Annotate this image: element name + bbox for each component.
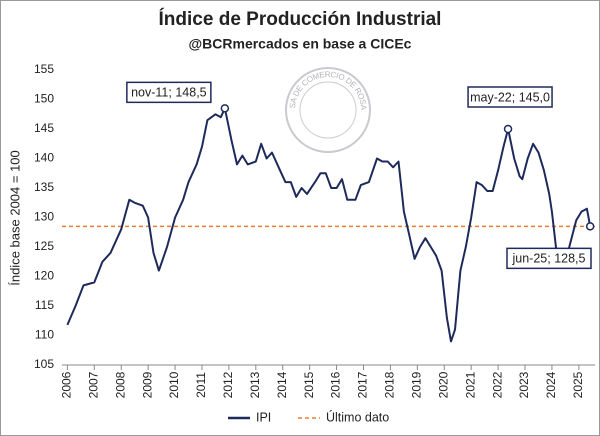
chart-title: Índice de Producción Industrial bbox=[159, 8, 442, 30]
x-tick-label: 2010 bbox=[167, 371, 181, 398]
annotation-marker bbox=[220, 104, 230, 113]
y-tick-label: 125 bbox=[34, 239, 54, 253]
x-tick-label: 2018 bbox=[383, 371, 397, 398]
annotation-marker bbox=[585, 222, 595, 231]
x-tick-label: 2019 bbox=[410, 371, 424, 398]
annotation-box bbox=[126, 81, 212, 104]
y-tick-label: 130 bbox=[34, 210, 54, 224]
y-tick-label: 135 bbox=[34, 180, 54, 194]
y-tick-label: 145 bbox=[34, 121, 54, 135]
x-tick-label: 2014 bbox=[275, 371, 289, 398]
annotation-box bbox=[506, 247, 592, 270]
x-tick-label: 2011 bbox=[194, 372, 208, 398]
x-tick-label: 2009 bbox=[140, 371, 154, 398]
annotation-text: nov-11; 148,5 bbox=[131, 86, 207, 100]
x-tick-label: 2022 bbox=[490, 371, 504, 398]
y-tick-label: 140 bbox=[34, 151, 54, 165]
annotation-marker bbox=[503, 124, 513, 134]
watermark-ring bbox=[299, 81, 357, 139]
x-tick-label: 2016 bbox=[329, 371, 343, 398]
x-tick-label: 2007 bbox=[86, 371, 100, 398]
y-tick-label: 110 bbox=[35, 328, 54, 342]
y-tick-label: 150 bbox=[34, 92, 54, 106]
chart-subtitle: @BCRmercados en base a CICEc bbox=[189, 36, 412, 52]
x-tick-label: 2024 bbox=[544, 371, 558, 398]
legend-label: IPI bbox=[256, 410, 271, 424]
x-tick-label: 2012 bbox=[221, 371, 235, 398]
legend-label: Último dato bbox=[326, 409, 389, 424]
x-tick-label: 2023 bbox=[517, 371, 531, 398]
x-tick-label: 2008 bbox=[113, 371, 127, 398]
x-tick-label: 2017 bbox=[356, 371, 370, 398]
x-tick-label: 2015 bbox=[302, 371, 316, 398]
annotation-text: may-22; 145,0 bbox=[470, 90, 550, 104]
watermark-ring bbox=[285, 67, 371, 153]
y-tick-label: 115 bbox=[35, 298, 54, 312]
y-tick-label: 120 bbox=[34, 269, 54, 283]
annotation-box bbox=[467, 86, 553, 108]
y-tick-label: 155 bbox=[34, 62, 54, 76]
x-tick-label: 2020 bbox=[436, 371, 450, 398]
line-series bbox=[66, 107, 592, 343]
y-tick-label: 105 bbox=[34, 357, 54, 371]
x-tick-label: 2021 bbox=[463, 371, 477, 398]
y-axis-label: Índice base 2004 = 100 bbox=[7, 150, 22, 286]
x-tick-label: 2025 bbox=[571, 371, 585, 398]
x-tick-label: 2006 bbox=[60, 371, 74, 398]
annotation-text: jun-25; 128,5 bbox=[512, 252, 586, 266]
x-tick-label: 2013 bbox=[248, 371, 262, 398]
